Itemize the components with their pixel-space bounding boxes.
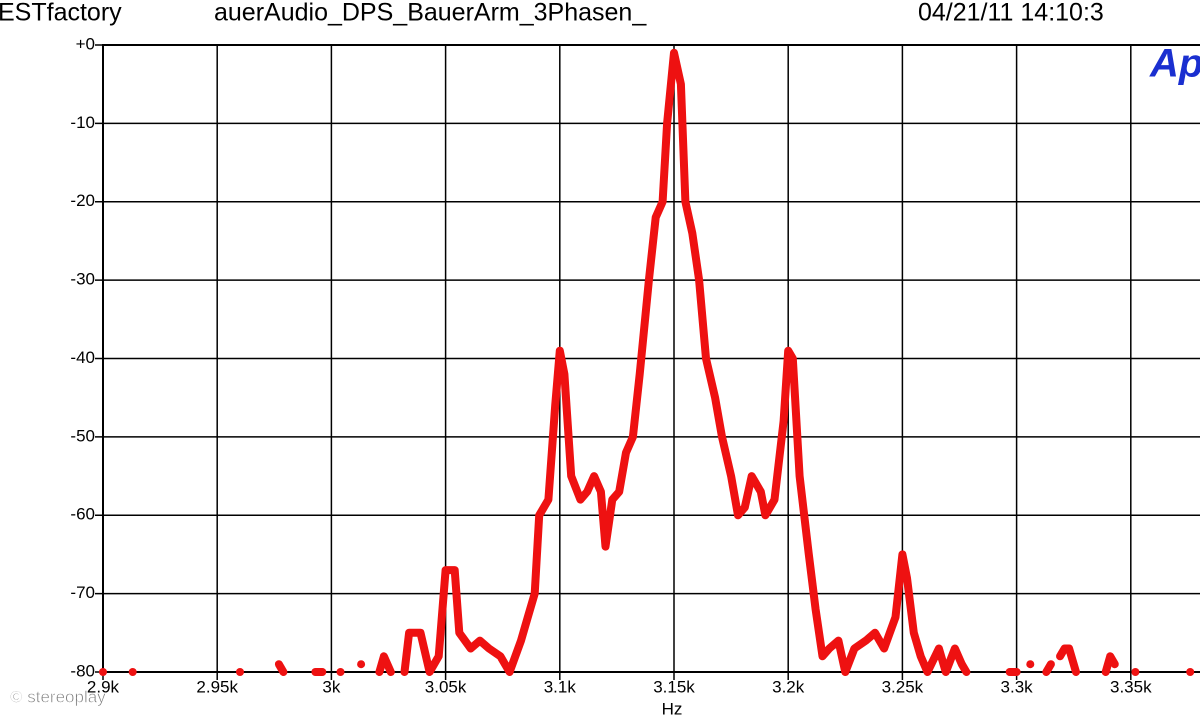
y-tick-label: -20: [70, 191, 95, 210]
trace: [1042, 660, 1055, 676]
header-left: ESTfactory: [0, 0, 122, 27]
x-axis-label: Hz: [662, 699, 683, 718]
y-tick-label: -10: [70, 113, 95, 132]
y-tick-label: -40: [70, 348, 95, 367]
grid: [102, 44, 1200, 673]
ticks: +0 -10 -20 -30 -40 -50 -60 -70 -802.9k 2.95k 3k 3.0…: [70, 34, 1152, 696]
x-tick-label: 3.3k: [1001, 677, 1034, 696]
x-tick-label: 3.35k: [1110, 677, 1152, 696]
x-tick-label: 2.95k: [196, 677, 238, 696]
x-tick-label: 3.15k: [653, 677, 695, 696]
y-tick-label: -80: [70, 661, 95, 680]
header-middle: auerAudio_DPS_BauerArm_3Phasen_: [214, 0, 647, 27]
trace: [274, 660, 288, 676]
x-tick-label: 3.2k: [772, 677, 805, 696]
plot: [99, 48, 1195, 676]
x-tick-label: 3.25k: [882, 677, 924, 696]
y-tick-label: +0: [76, 34, 95, 53]
trace: [1101, 652, 1119, 676]
y-tick-label: -30: [70, 270, 95, 289]
x-tick-label: 3k: [322, 677, 340, 696]
y-tick-label: -70: [70, 583, 95, 602]
y-tick-label: -60: [70, 505, 95, 524]
x-tick-label: 3.05k: [425, 677, 467, 696]
trace: [375, 652, 395, 676]
logo: Ap: [1149, 42, 1200, 86]
y-tick-label: -50: [70, 426, 95, 445]
watermark: © stereoplay: [10, 687, 106, 706]
trace: [1056, 644, 1080, 676]
header-right: 04/21/11 14:10:3: [918, 0, 1104, 27]
trace: [400, 48, 971, 676]
x-tick-label: 3.1k: [544, 677, 577, 696]
x-tick-label: 2.9k: [87, 677, 120, 696]
